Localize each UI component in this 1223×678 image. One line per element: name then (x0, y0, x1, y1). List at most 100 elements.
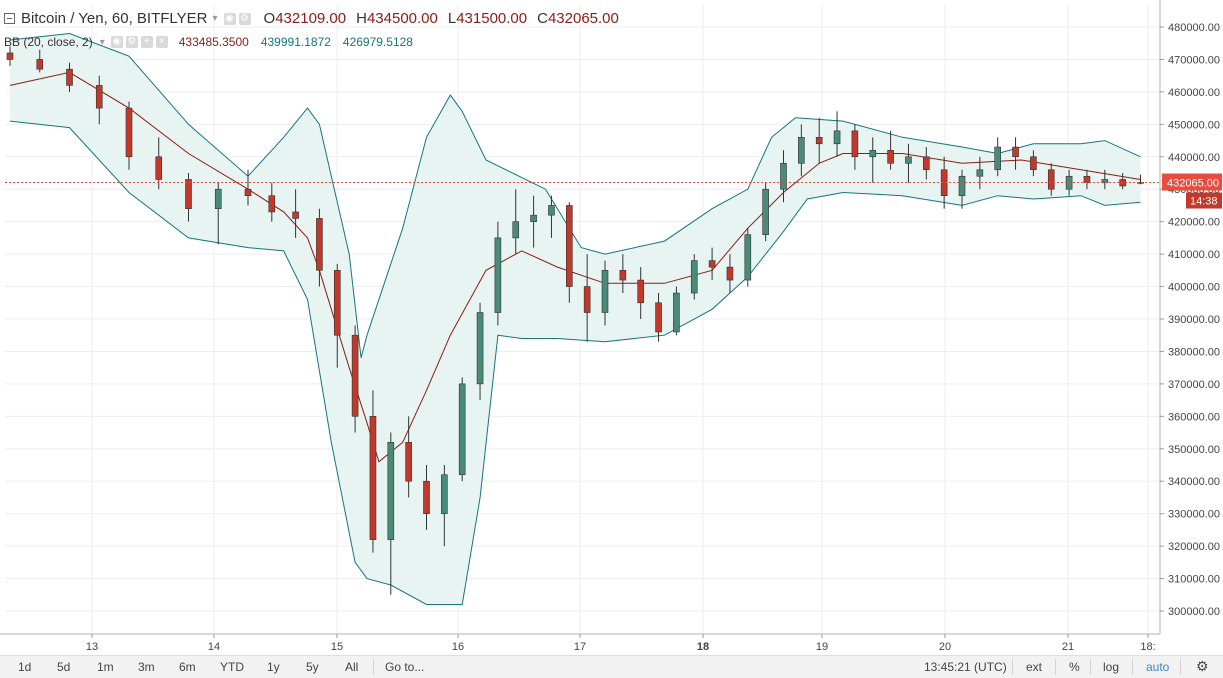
log-toggle[interactable]: log (1103, 660, 1120, 674)
candle-body (994, 146, 1002, 171)
candle-body (887, 149, 894, 164)
candle-body (690, 260, 698, 294)
candle-body (530, 214, 537, 222)
ohlc-low: L431500.00 (447, 10, 528, 27)
candle-body (780, 162, 787, 190)
gear-icon[interactable]: ⚙ (1196, 658, 1209, 674)
price-tick-label: 300000.00 (1168, 606, 1220, 618)
candle-body (1012, 146, 1019, 158)
price-tick-label: 340000.00 (1168, 476, 1220, 488)
eye-icon[interactable]: ◉ (110, 36, 123, 48)
clock-readout: 13:45:21 (UTC) (924, 660, 1007, 674)
indicator-name[interactable]: BB (20, close, 2) (4, 35, 93, 49)
percent-toggle[interactable]: % (1069, 660, 1080, 674)
candle-body (619, 270, 627, 281)
price-chart[interactable]: 480000.00 470000.00 460000.00 450000.00 4400… (0, 0, 1223, 655)
candle-body (476, 312, 484, 385)
price-tick-label: 420000.00 (1168, 217, 1220, 229)
price-tick-label: 410000.00 (1168, 249, 1220, 261)
divider (1090, 659, 1091, 675)
ohlc-open: O432109.00 (263, 10, 347, 27)
price-tick-label: 310000.00 (1168, 574, 1220, 586)
candle-body (958, 175, 966, 197)
add-icon[interactable]: + (140, 36, 153, 48)
time-tick-label: 18: (1140, 641, 1155, 653)
time-tick-label: 16 (452, 641, 464, 653)
settings-icon[interactable]: ⚙ (125, 36, 138, 48)
candle-body (369, 416, 377, 540)
candle-body (1047, 169, 1055, 190)
price-tick-label: 390000.00 (1168, 314, 1220, 326)
collapse-icon[interactable] (4, 13, 15, 24)
symbol-title[interactable]: Bitcoin / Yen, 60, BITFLYER (21, 10, 208, 27)
candle-body (905, 156, 912, 164)
close-icon[interactable]: × (155, 36, 168, 48)
goto-button[interactable]: Go to... (385, 660, 425, 674)
candle-body (726, 266, 734, 281)
eye-icon[interactable]: ◉ (223, 12, 236, 25)
price-tick-label: 330000.00 (1168, 509, 1220, 521)
candle-body (762, 188, 769, 235)
candle-body (1030, 156, 1037, 171)
range-all[interactable]: All (345, 660, 359, 674)
divider (1012, 659, 1013, 675)
candle-body (458, 383, 466, 476)
indicator-caret-icon[interactable]: ▾ (99, 36, 105, 48)
range-1m[interactable]: 1m (97, 660, 114, 674)
auto-toggle[interactable]: auto (1146, 660, 1170, 674)
candles (6, 46, 1144, 595)
price-tick-label: 470000.00 (1168, 54, 1220, 66)
price-tick-label: 350000.00 (1168, 444, 1220, 456)
time-tick-label: 21 (1062, 641, 1074, 653)
candle-body (976, 169, 984, 177)
time-axis[interactable]: 13 14 15 16 17 18 19 20 21 18: (0, 633, 1160, 653)
candle-body (512, 221, 520, 239)
candle-body (214, 188, 222, 209)
range-ytd[interactable]: YTD (220, 660, 244, 674)
candle-body (423, 480, 430, 514)
bottom-toolbar: 1d 5d 1m 3m 6m YTD 1y 5y All Go to... 13… (0, 655, 1223, 678)
candle-body (387, 441, 395, 540)
candle-body (6, 52, 14, 60)
range-6m[interactable]: 6m (179, 660, 196, 674)
divider (1132, 659, 1133, 675)
range-5y[interactable]: 5y (306, 660, 319, 674)
candle-body (833, 130, 841, 145)
price-tick-label: 440000.00 (1168, 152, 1220, 164)
candle-body (565, 205, 573, 287)
symbol-caret-icon[interactable]: ▾ (212, 13, 218, 24)
ext-toggle[interactable]: ext (1026, 660, 1043, 674)
range-1y[interactable]: 1y (267, 660, 280, 674)
divider (1055, 659, 1056, 675)
range-1d[interactable]: 1d (18, 660, 32, 674)
candle-body (268, 195, 276, 213)
time-tick-label: 14 (208, 641, 220, 653)
price-tick-label: 370000.00 (1168, 379, 1220, 391)
time-tick-label: 20 (939, 641, 951, 653)
price-axis[interactable]: 480000.00 470000.00 460000.00 450000.00 4400… (1159, 0, 1222, 634)
candle-body (922, 156, 930, 171)
candle-body (744, 234, 752, 281)
candle-body (316, 218, 323, 271)
candle-body (869, 149, 877, 158)
bb-lower-value: 426979.5128 (342, 35, 413, 49)
chart-legend: Bitcoin / Yen, 60, BITFLYER ▾ ◉ ⚙ O43210… (0, 0, 1000, 52)
candle-body (815, 137, 823, 145)
candle-body (673, 292, 680, 333)
candle-body (95, 85, 103, 109)
price-tick-label: 360000.00 (1168, 411, 1220, 423)
candle-body (1083, 175, 1091, 184)
candle-body (637, 279, 645, 304)
candle-body (66, 68, 73, 86)
divider (1180, 659, 1181, 675)
range-3m[interactable]: 3m (138, 660, 155, 674)
price-tick-label: 450000.00 (1168, 119, 1220, 131)
candle-body (1101, 179, 1109, 184)
range-5d[interactable]: 5d (57, 660, 71, 674)
time-tick-label: 13 (86, 641, 98, 653)
symbol-row: Bitcoin / Yen, 60, BITFLYER ▾ ◉ ⚙ O43210… (4, 10, 619, 27)
bb-upper-value: 439991.1872 (260, 35, 331, 49)
settings-icon[interactable]: ⚙ (238, 12, 251, 25)
price-tick-label: 320000.00 (1168, 541, 1220, 553)
countdown-label: 14:38 (1190, 196, 1218, 208)
